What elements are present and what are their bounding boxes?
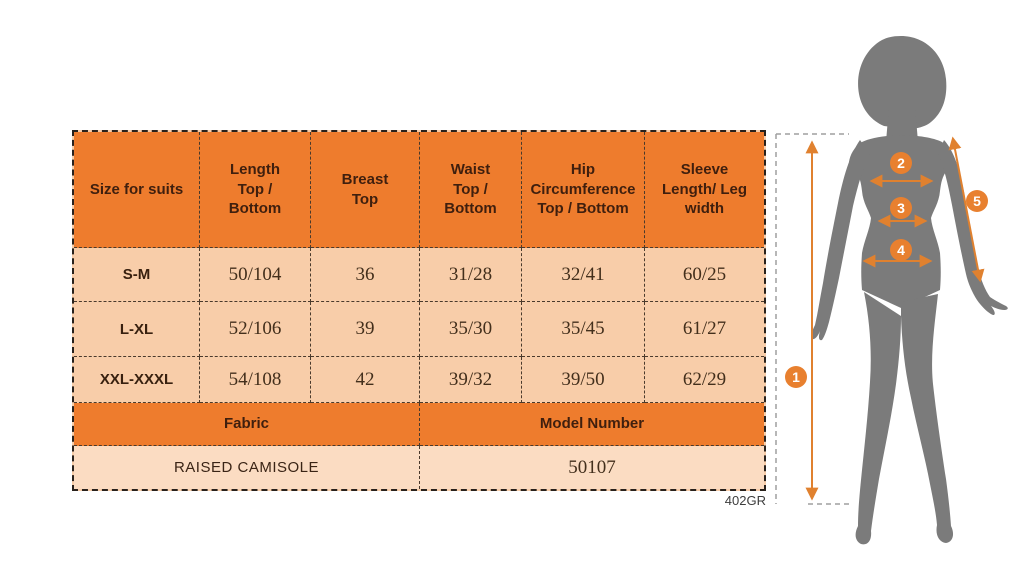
sleeve-arrow-icon <box>948 136 985 283</box>
size-label-cell: L-XL <box>74 302 200 357</box>
header-breast: Breast Top <box>311 132 420 248</box>
header-hip: Hip Circumference Top / Bottom <box>522 132 645 248</box>
table-cell: 52/106 <box>200 302 311 357</box>
table-cell: 62/29 <box>645 357 764 403</box>
table-cell: 61/27 <box>645 302 764 357</box>
size-label-cell: S-M <box>74 248 200 302</box>
size-table: Size for suits Length Top / Bottom Breas… <box>72 130 766 491</box>
model-number-header: Model Number <box>420 403 764 446</box>
marker-4-badge: 4 <box>890 239 912 261</box>
table-cell: 35/30 <box>420 302 522 357</box>
header-sleeve: Sleeve Length/ Leg width <box>645 132 764 248</box>
marker-1-badge: 1 <box>785 366 807 388</box>
table-cell: 54/108 <box>200 357 311 403</box>
table-cell: 60/25 <box>645 248 764 302</box>
marker-3-badge: 3 <box>890 197 912 219</box>
marker-2-badge: 2 <box>890 152 912 174</box>
table-cell: 39/32 <box>420 357 522 403</box>
table-cell: 31/28 <box>420 248 522 302</box>
model-number-value: 50107 <box>420 446 764 489</box>
table-cell: 35/45 <box>522 302 645 357</box>
header-size-for-suits: Size for suits <box>74 132 200 248</box>
table-cell: 36 <box>311 248 420 302</box>
header-waist: Waist Top / Bottom <box>420 132 522 248</box>
table-cell: 42 <box>311 357 420 403</box>
woman-silhouette-icon <box>811 36 1008 545</box>
guide-lines <box>775 133 853 505</box>
style-code: 402GR <box>724 493 766 508</box>
table-cell: 50/104 <box>200 248 311 302</box>
size-label-cell: XXL-XXXL <box>74 357 200 403</box>
fabric-value: RAISED CAMISOLE <box>74 446 420 489</box>
header-length: Length Top / Bottom <box>200 132 311 248</box>
table-cell: 32/41 <box>522 248 645 302</box>
measurement-arrows <box>805 136 985 501</box>
table-cell: 39/50 <box>522 357 645 403</box>
marker-5-badge: 5 <box>966 190 988 212</box>
fabric-header: Fabric <box>74 403 420 446</box>
table-cell: 39 <box>311 302 420 357</box>
